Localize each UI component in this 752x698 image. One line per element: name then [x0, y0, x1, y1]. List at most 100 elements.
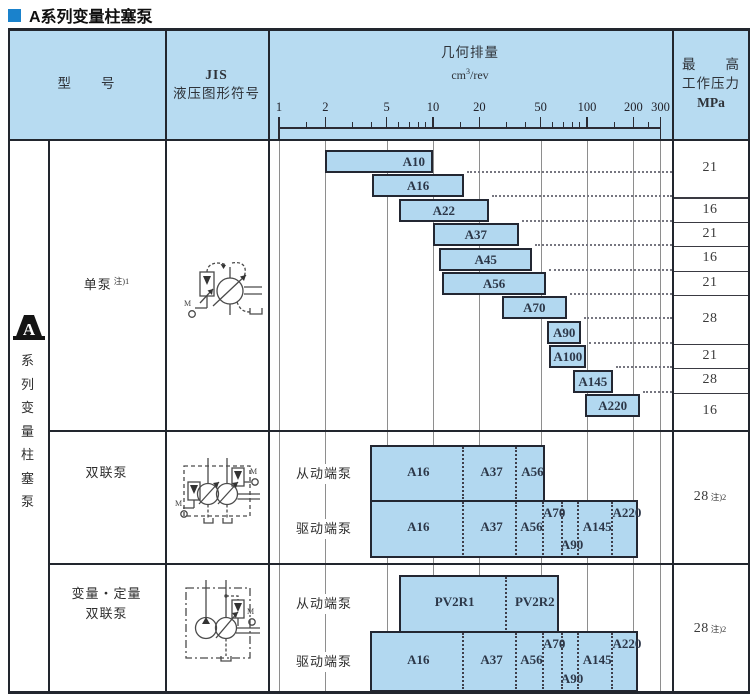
segment-divider — [577, 502, 580, 555]
bar-segment-label: A56 — [520, 519, 543, 534]
range-bar: A37 — [433, 223, 519, 247]
axis-major-tick — [478, 117, 481, 127]
section-model-label: 单泵 注)1 — [83, 275, 130, 292]
bar-segment-label: PV2R2 — [514, 594, 555, 609]
axis-baseline — [279, 127, 662, 129]
range-bar: A16 A37 A56 A70 A90 A145 A220 — [370, 631, 641, 692]
header-displacement-unit: cm3/rev — [451, 62, 488, 85]
axis-tick-label: 5 — [383, 100, 390, 114]
leader-line — [569, 293, 672, 295]
leader-line — [615, 366, 672, 369]
axis-minor-tick — [562, 122, 564, 127]
bar-segment-label: A90 — [560, 671, 584, 686]
column-line-strip — [48, 139, 50, 694]
segment-divider — [515, 633, 518, 689]
segment-divider — [610, 502, 613, 555]
pump-spec-table: 型 号 JIS 液压图形符号 几何排量 cm3/rev 最 高 工作压力 MPa… — [8, 28, 750, 694]
motor-label: M — [247, 607, 254, 616]
segment-divider — [461, 633, 464, 689]
segment-divider — [461, 447, 464, 499]
pressure-cell: 16 — [702, 201, 718, 217]
header-pressure-unit: MPa — [697, 95, 725, 110]
bar-segment-label: A70 — [542, 636, 566, 651]
axis-minor-tick — [579, 122, 581, 127]
header-displacement-column: 几何排量 cm3/rev — [268, 42, 672, 86]
side-strip-char: 量 — [20, 423, 35, 439]
axis-major-tick — [539, 117, 542, 127]
bar-segment-label: A16 — [407, 519, 430, 534]
axis-major-tick — [659, 117, 662, 127]
bar-segment-label: A90 — [560, 537, 584, 552]
bar-label: A45 — [474, 251, 497, 267]
pressure-cell: 21 — [702, 160, 718, 176]
segment-divider — [610, 633, 613, 689]
model-label-line: 变量・定量 — [71, 586, 142, 601]
side-strip-char: 列 — [20, 376, 35, 392]
axis-tick-label: 300 — [651, 100, 670, 114]
table-header-background — [8, 28, 750, 139]
pressure-cell: 21 — [702, 274, 718, 290]
gridline — [540, 139, 542, 691]
bar-segment-label: A145 — [582, 651, 612, 667]
bar-segment-label: A37 — [480, 651, 503, 667]
pressure-row-separator — [672, 246, 750, 248]
unit-base: cm — [451, 68, 466, 82]
leader-line — [589, 341, 672, 344]
pressure-row-separator — [672, 392, 750, 394]
pressure-value: 28 — [693, 488, 709, 504]
bar-label: A90 — [553, 324, 576, 340]
range-bar: A100 — [549, 345, 587, 369]
pressure-row-separator — [672, 197, 750, 199]
gridline — [386, 139, 388, 691]
header-jis-line1: JIS — [205, 66, 228, 82]
axis-tick-label: 2 — [322, 100, 329, 114]
range-bar: A70 — [501, 296, 567, 320]
segment-divider — [560, 502, 563, 555]
axis-minor-tick — [351, 122, 353, 127]
pressure-row-separator — [672, 221, 750, 224]
pump-end-label: 驱动端泵 — [284, 651, 364, 672]
header-model-label: 型 号 — [57, 76, 116, 91]
bar-segment-label: A37 — [480, 519, 503, 534]
axis-minor-tick — [371, 122, 373, 127]
pressure-value: 28 — [693, 620, 709, 636]
table-border-right — [748, 28, 750, 694]
range-bar: A16 A37 A56 — [370, 445, 545, 502]
header-jis-column: JIS 液压图形符号 — [165, 28, 268, 139]
pressure-cell: 16 — [702, 403, 718, 419]
axis-major-tick — [385, 117, 388, 127]
segment-divider — [541, 633, 544, 689]
model-label-line: 双联泵 — [85, 465, 128, 480]
axis-major-tick — [632, 117, 635, 127]
leader-line — [584, 317, 672, 320]
column-line-jis — [268, 28, 270, 694]
jis-variable-fixed-pump-symbol-icon: M — [174, 576, 262, 672]
header-pressure-line2: 工作压力 — [682, 76, 740, 91]
bar-label: A16 — [406, 178, 430, 194]
model-label-line: 双联泵 — [85, 606, 128, 621]
bar-label: A70 — [523, 300, 546, 316]
side-strip-char: 泵 — [20, 494, 35, 509]
bar-segment-label: A56 — [521, 463, 544, 479]
segment-divider — [541, 502, 544, 555]
axis-minor-tick — [571, 122, 573, 127]
leader-line — [521, 219, 672, 222]
title-bullet-icon — [8, 8, 21, 22]
range-bar: A220 — [584, 394, 641, 417]
section-model-label: 变量・定量 双联泵 — [49, 584, 164, 624]
pressure-note: 注)2 — [710, 623, 727, 634]
leader-line — [491, 195, 672, 198]
axis-tick-label: 100 — [577, 100, 597, 114]
axis-minor-tick — [525, 122, 527, 127]
bar-label: A100 — [553, 349, 583, 365]
range-bar: A10 — [325, 150, 433, 173]
bar-segment-label: A220 — [612, 636, 642, 651]
range-bar: A45 — [439, 247, 533, 271]
page-title-row: A系列变量柱塞泵 — [8, 3, 153, 27]
segment-divider — [515, 502, 518, 555]
unit-rest: /rev — [470, 68, 489, 82]
bar-segment-label: A145 — [582, 519, 612, 534]
pressure-cell: 28 — [702, 311, 718, 327]
gridline — [479, 139, 481, 691]
